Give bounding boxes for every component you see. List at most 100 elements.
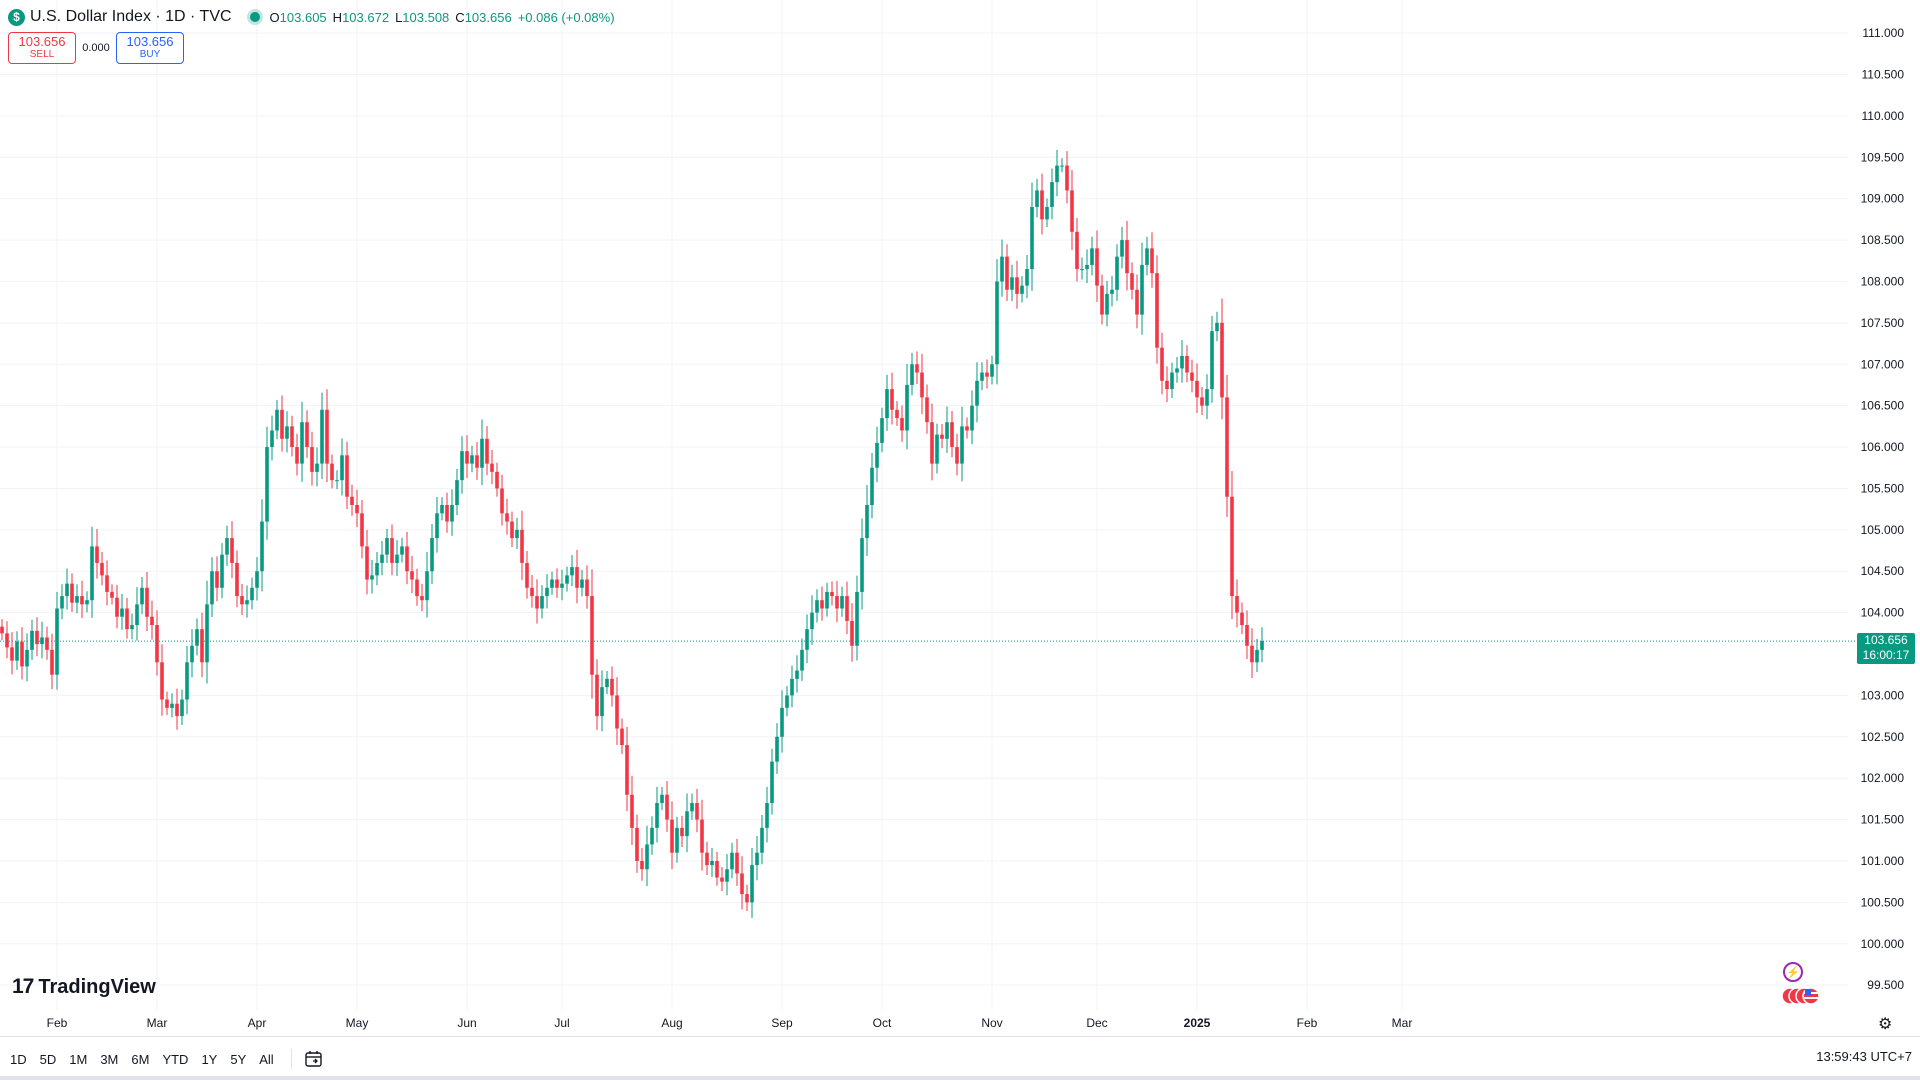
price-tick-label: 109.000 (1861, 192, 1905, 206)
candle-body (830, 591, 834, 597)
candle-body (1005, 256, 1009, 290)
candle-body (145, 587, 149, 617)
candle-body (735, 852, 739, 874)
candle-body (675, 827, 679, 853)
candle-body (265, 447, 269, 522)
candle-body (555, 579, 559, 588)
candle-body (580, 579, 584, 588)
candle-body (625, 745, 629, 795)
candle-body (505, 513, 509, 522)
candle-body (400, 546, 404, 555)
sell-price: 103.656 (18, 34, 66, 49)
candle-body (650, 827, 654, 845)
candle-body (160, 662, 164, 700)
candle-body (120, 608, 124, 617)
price-tick-label: 110.500 (1862, 68, 1905, 82)
candle-body (440, 505, 444, 514)
candle-body (975, 380, 979, 406)
range-1m[interactable]: 1M (69, 1051, 88, 1067)
candle-body (280, 409, 284, 439)
us-flag-events-icon[interactable] (1780, 986, 1822, 1006)
lightning-icon[interactable]: ⚡ (1783, 962, 1803, 982)
range-1d[interactable]: 1D (10, 1051, 27, 1067)
symbol-title[interactable]: U.S. Dollar Index · 1D · TVC (30, 8, 232, 25)
candle-body (705, 852, 709, 866)
candle-body (225, 538, 229, 555)
candles (0, 149, 1264, 918)
time-axis: Feb Mar Apr May Jun Jul Aug Sep Oct Nov Dec 2025 Feb… (47, 1016, 1413, 1030)
price-tick-label: 99.500 (1867, 978, 1904, 992)
candle-body (745, 894, 749, 903)
price-tick-label: 105.500 (1861, 481, 1905, 495)
candle-body (825, 591, 829, 609)
price-tick-label: 100.500 (1861, 895, 1905, 909)
price-tick-label: 106.500 (1861, 399, 1905, 413)
range-3m[interactable]: 3M (100, 1051, 119, 1067)
settings-gear-icon[interactable]: ⚙ (1878, 1016, 1893, 1033)
candle-body (340, 455, 344, 481)
candle-body (885, 389, 889, 419)
candle-body (610, 678, 614, 696)
range-6m[interactable]: 6M (131, 1051, 150, 1067)
candle-body (1035, 190, 1039, 207)
bottom-strip (0, 1076, 1920, 1080)
range-all[interactable]: All (259, 1051, 274, 1067)
price-tick-label: 101.500 (1861, 813, 1905, 827)
candle-body (1140, 264, 1144, 315)
range-5y[interactable]: 5Y (230, 1051, 247, 1067)
range-ytd[interactable]: YTD (162, 1051, 189, 1067)
candle-body (255, 571, 259, 588)
candle-body (420, 596, 424, 601)
candle-body (1195, 380, 1199, 398)
time-tick-label: 2025 (1184, 1016, 1211, 1030)
candle-body (110, 591, 114, 598)
range-5d[interactable]: 5D (39, 1051, 57, 1067)
candle-body (1020, 285, 1024, 294)
candle-body (70, 583, 74, 603)
candle-body (80, 596, 84, 605)
candlestick-chart[interactable]: 111.000 110.500 110.000 109.500 109.000 108.5… (0, 0, 1920, 1036)
candle-body (445, 505, 449, 522)
candle-body (65, 583, 69, 597)
candle-body (900, 418, 904, 431)
buy-button[interactable]: 103.656 BUY (116, 32, 184, 64)
candle-body (210, 571, 214, 605)
bar-countdown: 16:00:17 (1862, 648, 1910, 663)
candle-body (1050, 182, 1054, 207)
candle-body (755, 852, 759, 866)
range-1y[interactable]: 1Y (201, 1051, 218, 1067)
candle-body (370, 575, 374, 580)
candle-body (810, 612, 814, 630)
tradingview-logo[interactable]: 17 TradingView (12, 975, 156, 999)
candle-body (1165, 380, 1169, 390)
candle-body (935, 434, 939, 464)
last-price-value: 103.656 (1864, 633, 1908, 648)
candle-body (405, 546, 409, 572)
sell-button[interactable]: 103.656 SELL (8, 32, 76, 64)
candle-body (360, 513, 364, 547)
time-tick-label: Mar (1392, 1016, 1413, 1030)
price-tick-label: 101.000 (1861, 854, 1905, 868)
ohlc-low: L103.508 (395, 9, 450, 25)
candle-body (695, 803, 699, 820)
candle-body (640, 860, 644, 870)
candle-body (1170, 372, 1174, 390)
candle-body (290, 426, 294, 448)
candle-body (490, 463, 494, 472)
candle-body (1080, 269, 1084, 271)
candle-body (595, 674, 599, 717)
dollar-symbol-icon: $ (8, 8, 25, 26)
candle-body (915, 364, 919, 373)
candle-body (415, 579, 419, 597)
candle-body (1085, 264, 1089, 270)
time-tick-label: Mar (147, 1016, 168, 1030)
candle-body (1185, 355, 1189, 373)
candle-body (20, 641, 24, 667)
clock-timezone[interactable]: 13:59:43 UTC+7 (1816, 1049, 1912, 1064)
candle-body (205, 604, 209, 663)
candle-body (1135, 289, 1139, 315)
candle-body (425, 571, 429, 601)
candle-body (285, 426, 289, 439)
calendar-range-icon[interactable] (304, 1050, 324, 1068)
candle-body (600, 687, 604, 717)
